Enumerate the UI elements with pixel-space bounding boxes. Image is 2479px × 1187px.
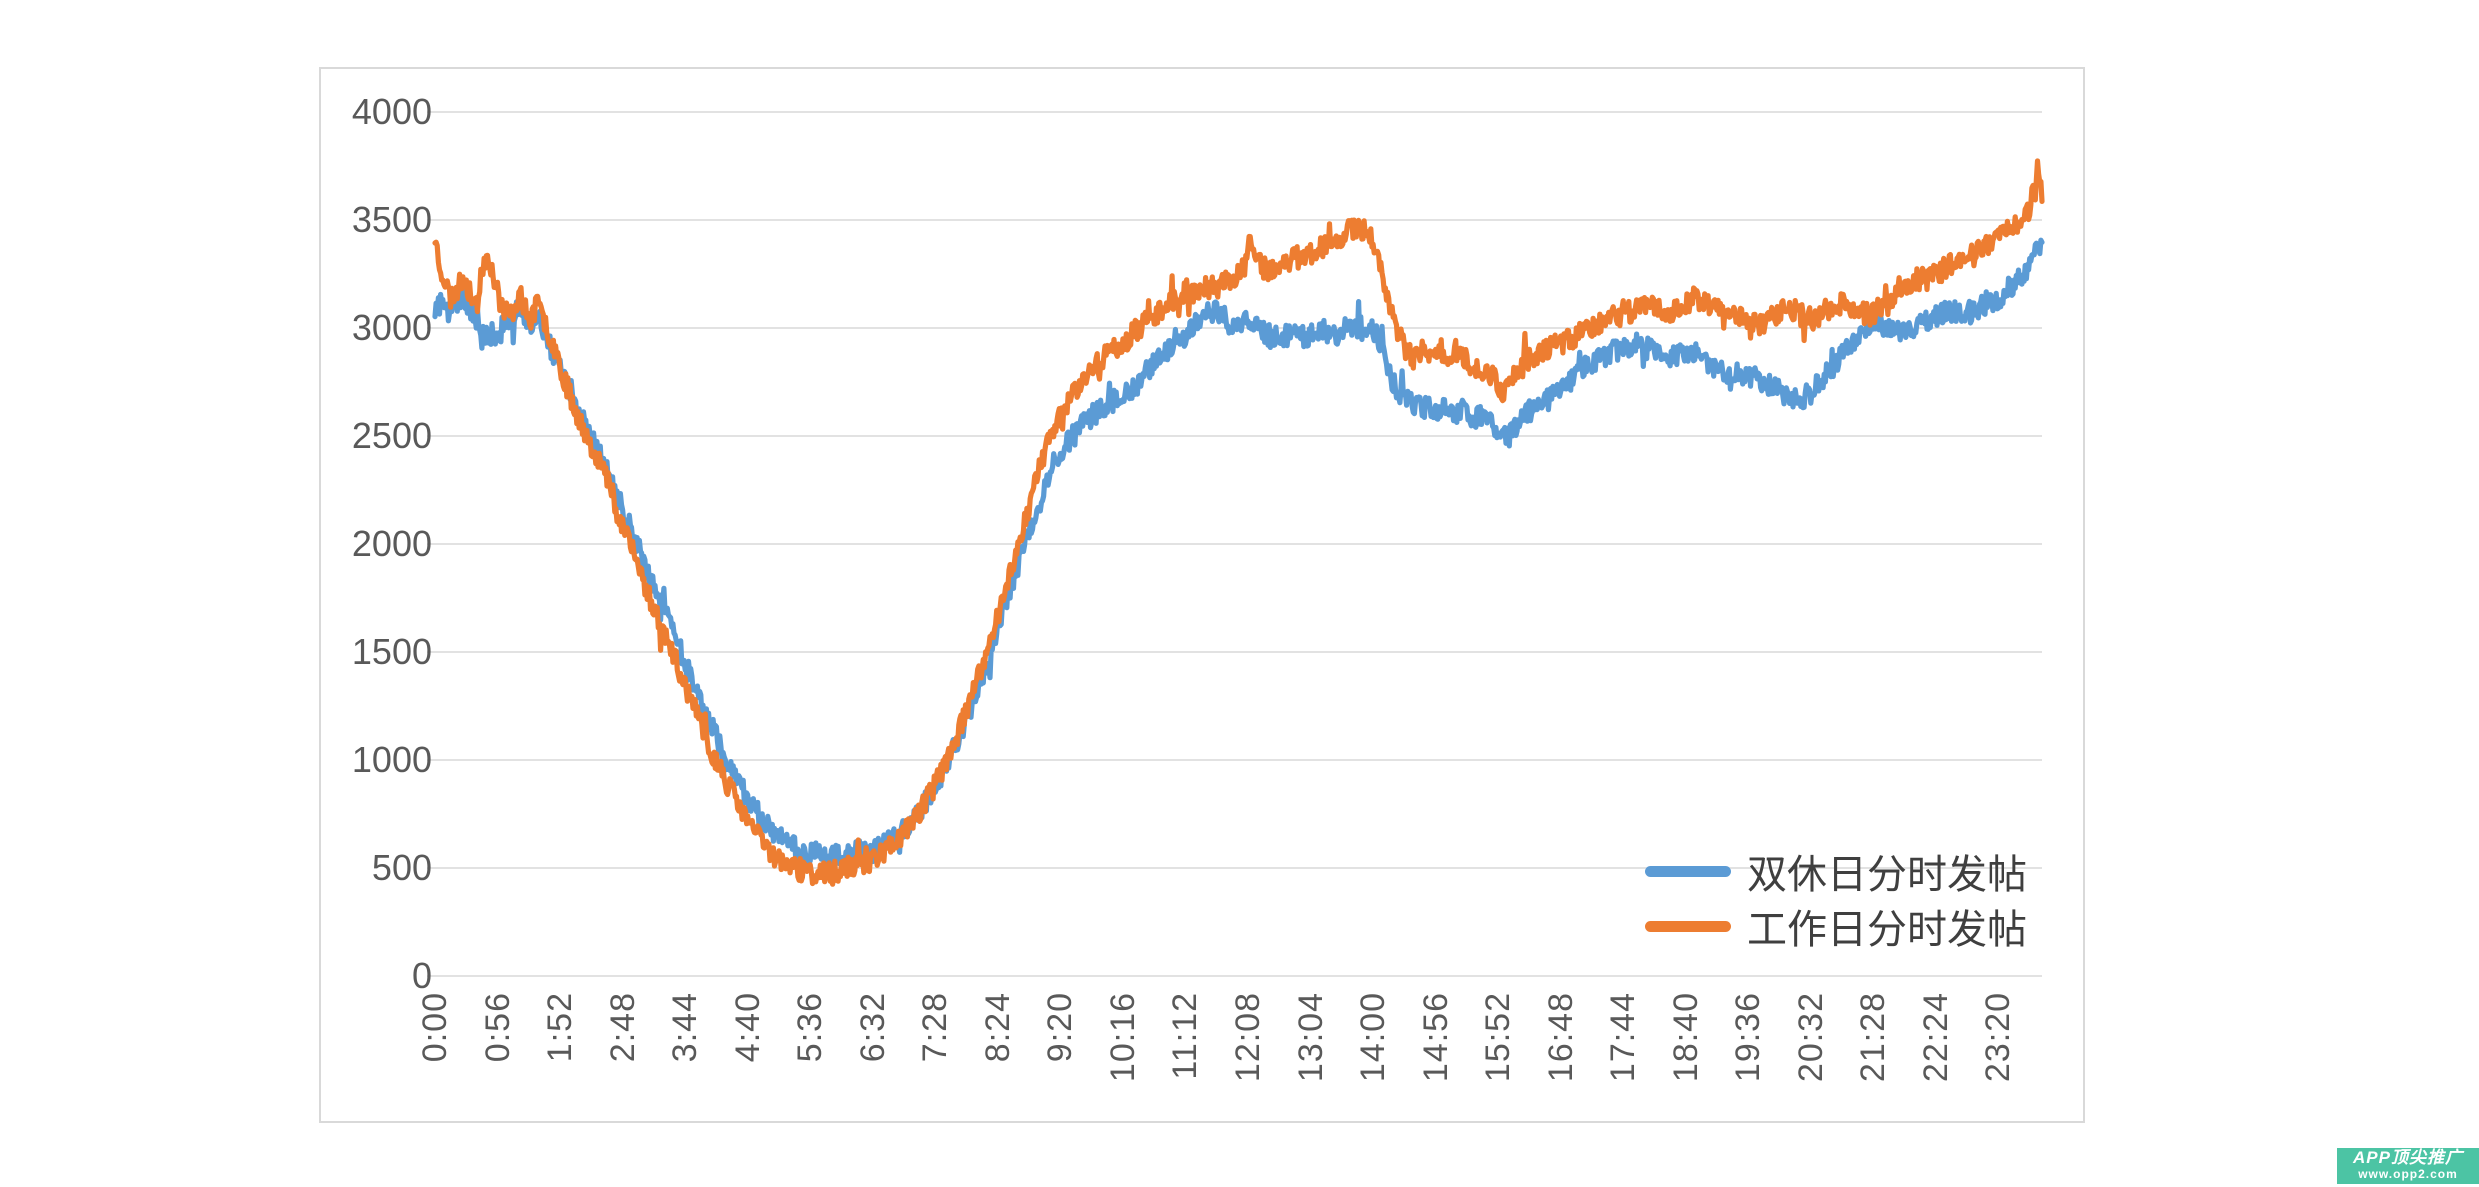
x-axis-label: 9:20 [1041, 992, 1080, 1063]
y-axis-label: 0 [411, 955, 432, 996]
x-axis-label: 21:28 [1854, 992, 1893, 1083]
x-axis-label: 15:52 [1479, 992, 1518, 1083]
x-axis-label: 0:56 [478, 992, 517, 1063]
y-axis-label: 2500 [351, 415, 432, 456]
x-axis-label: 12:08 [1228, 992, 1267, 1083]
x-axis-label: 14:00 [1354, 992, 1393, 1083]
watermark-url-text: www.opp2.com [2358, 1167, 2458, 1181]
x-axis-label: 7:28 [916, 992, 955, 1063]
legend-label-weekday: 工作日分时发帖 [1747, 907, 2027, 953]
x-axis-label: 2:48 [603, 992, 642, 1063]
x-axis-label: 4:40 [728, 992, 767, 1063]
y-axis-label: 2000 [351, 523, 432, 564]
x-axis-label: 0:00 [416, 992, 454, 1063]
y-axis-label: 1000 [351, 739, 432, 780]
x-axis-label: 11:12 [1166, 992, 1205, 1080]
x-axis-label: 1:52 [541, 992, 580, 1063]
legend-item-weekend: 双休日分时发帖 [1645, 848, 2027, 898]
x-axis-label: 19:36 [1729, 992, 1768, 1083]
weekday-series-color-swatch [1645, 920, 1731, 932]
x-axis-label: 20:32 [1791, 992, 1830, 1083]
x-axis-label: 17:44 [1604, 992, 1643, 1083]
legend-item-weekday: 工作日分时发帖 [1645, 903, 2027, 953]
y-axis-label: 500 [371, 847, 432, 888]
x-axis-label: 3:44 [666, 992, 705, 1063]
x-axis-label: 6:32 [853, 992, 892, 1063]
weekend-series-color-swatch [1645, 865, 1731, 877]
x-axis-label: 23:20 [1979, 992, 2018, 1083]
watermark-brand-text: APP顶尖推广 [2353, 1148, 2463, 1167]
series-line-工作日分时发帖 [432, 158, 2045, 887]
x-axis-label: 10:16 [1103, 992, 1142, 1083]
x-axis-label: 18:40 [1666, 992, 1705, 1083]
y-axis-label: 3000 [351, 307, 432, 348]
series-line-双休日分时发帖 [432, 237, 2045, 871]
x-axis-label: 13:04 [1291, 992, 1330, 1083]
y-axis-label: 1500 [351, 631, 432, 672]
chart-plot-frame [319, 67, 2085, 1123]
y-axis-label: 4000 [351, 91, 432, 132]
x-axis-label: 22:24 [1916, 992, 1955, 1083]
x-axis-label: 14:56 [1416, 992, 1455, 1083]
legend-label-weekend: 双休日分时发帖 [1747, 852, 2027, 898]
y-axis-label: 3500 [351, 199, 432, 240]
x-axis-label: 16:48 [1541, 992, 1580, 1083]
x-axis-label: 8:24 [978, 992, 1017, 1063]
x-axis-label: 5:36 [791, 992, 830, 1063]
watermark-badge: APP顶尖推广 www.opp2.com [2337, 1148, 2479, 1184]
